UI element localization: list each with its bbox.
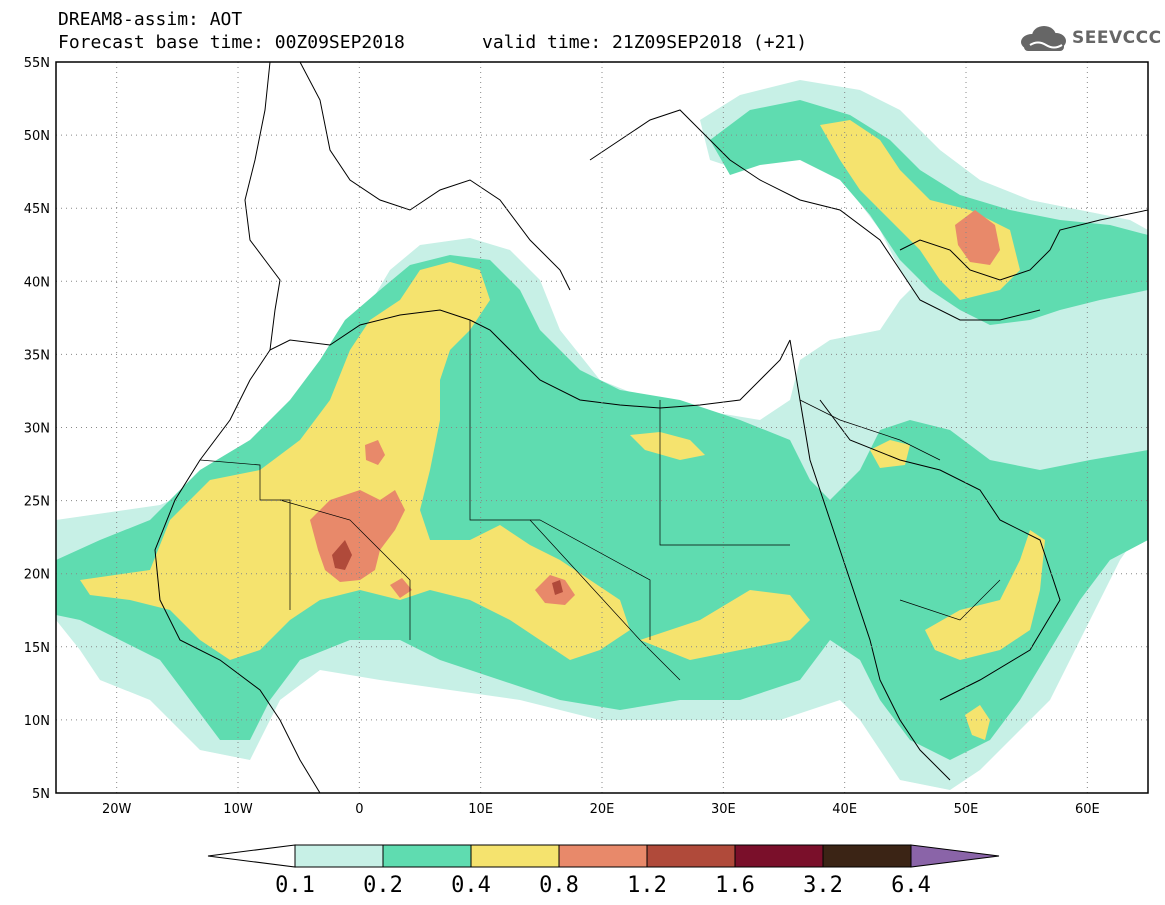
contour-level-1.2	[332, 540, 563, 595]
lon-label: 10E	[468, 802, 493, 817]
colorbar-swatch	[822, 844, 912, 868]
lat-label: 35N	[24, 348, 50, 363]
grid-lines	[56, 62, 1148, 793]
lat-label: 15N	[24, 641, 50, 656]
plot-frame	[55, 61, 1149, 794]
colorbar-arrow-high	[910, 844, 1000, 868]
lon-label: 60E	[1075, 802, 1100, 817]
colorbar-level-label: 0.2	[363, 873, 403, 898]
colorbar-arrow-low	[207, 844, 296, 868]
valid-time: valid time: 21Z09SEP2018 (+21)	[482, 32, 808, 53]
lat-label: 5N	[32, 787, 50, 802]
colorbar-swatch	[470, 844, 560, 868]
colorbar-level-label: 3.2	[803, 873, 843, 898]
lat-label: 45N	[24, 202, 50, 217]
lon-label: 30E	[711, 802, 736, 817]
lon-label: 10W	[223, 802, 253, 817]
lat-label: 20N	[24, 568, 50, 583]
country-borders	[199, 320, 1001, 681]
lat-label: 30N	[24, 422, 50, 437]
longitude-labels: 20W 10W 0 10E 20E 30E 40E 50E 60E	[102, 802, 1100, 817]
colorbar-level-label: 0.4	[451, 873, 491, 898]
lon-label: 50E	[954, 802, 979, 817]
colorbar-level-label: 0.1	[275, 873, 315, 898]
lon-label: 40E	[832, 802, 857, 817]
lon-label: 0	[355, 802, 363, 817]
colorbar-level-label: 0.8	[539, 873, 579, 898]
map-title: DREAM8-assim: AOT	[58, 9, 243, 30]
colorbar-swatch	[382, 844, 472, 868]
latitude-labels: 55N 50N 45N 40N 35N 30N 25N 20N 15N 10N 5N	[24, 56, 50, 802]
colorbar-level-label: 6.4	[891, 873, 931, 898]
lat-label: 55N	[24, 56, 50, 71]
lat-label: 40N	[24, 275, 50, 290]
lat-label: 50N	[24, 129, 50, 144]
colorbar-swatch	[294, 844, 384, 868]
lat-label: 10N	[24, 714, 50, 729]
colorbar: 0.1 0.2 0.4 0.8 1.2 1.6 3.2 6.4	[207, 844, 1000, 898]
logo-text: SEEVCCC	[1072, 28, 1162, 48]
colorbar-swatch	[734, 844, 824, 868]
colorbar-level-label: 1.2	[627, 873, 667, 898]
coastlines	[154, 62, 1148, 793]
colorbar-swatch	[558, 844, 648, 868]
colorbar-swatch	[646, 844, 736, 868]
lon-label: 20W	[102, 802, 132, 817]
colorbar-level-label: 1.6	[715, 873, 755, 898]
lon-label: 20E	[590, 802, 615, 817]
forecast-base-time: Forecast base time: 00Z09SEP2018	[58, 32, 405, 53]
cloud-icon	[1021, 26, 1066, 51]
lat-label: 25N	[24, 495, 50, 510]
